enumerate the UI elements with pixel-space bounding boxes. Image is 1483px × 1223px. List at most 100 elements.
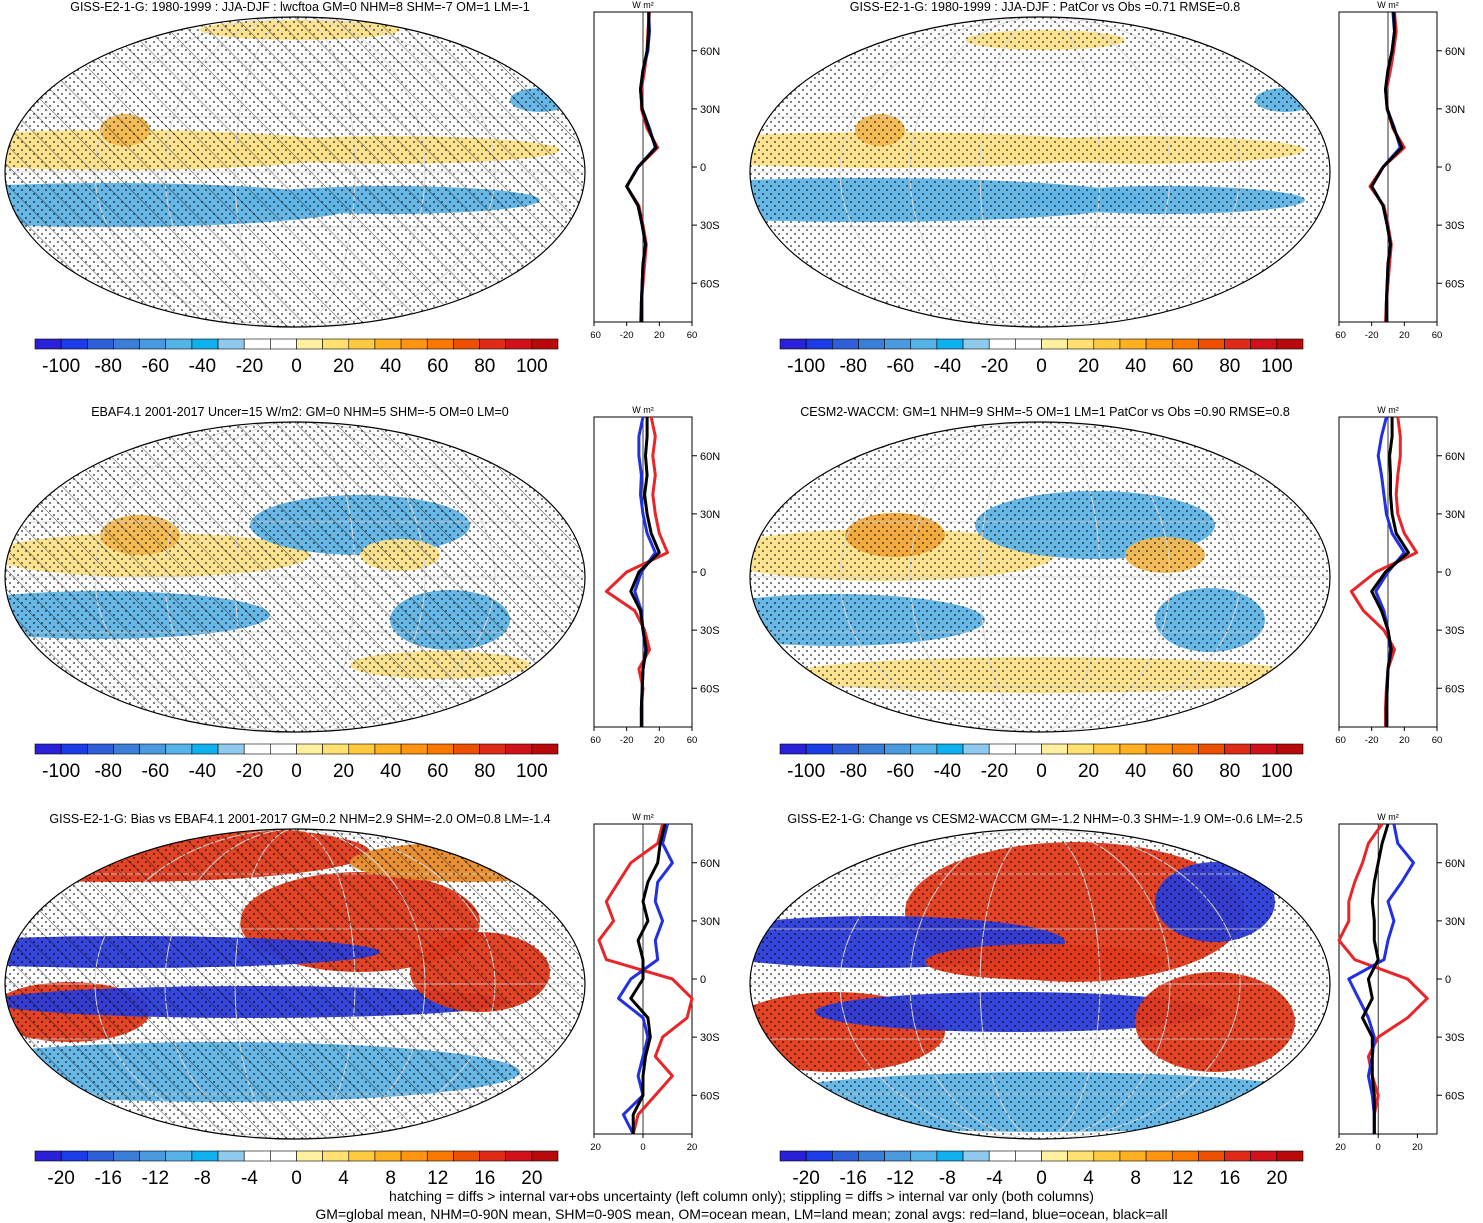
- x-tick-label: -60: [1335, 330, 1346, 341]
- panel-4: CESM2-WACCM: GM=1 NHM=9 SHM=-5 OM=1 LM=1…: [745, 405, 1483, 810]
- colorbar-tick-label: 60: [1172, 761, 1193, 782]
- lat-tick-label: 60N: [1445, 46, 1465, 58]
- lat-tick-label: 60S: [700, 683, 720, 695]
- colorbar-swatch: [87, 743, 114, 755]
- colorbar-tick-label: 40: [380, 356, 401, 377]
- colorbar-swatch: [1093, 338, 1121, 350]
- colorbar-tick-label: -16: [839, 1168, 866, 1189]
- colorbar-swatch: [243, 338, 271, 350]
- colorbar: -100 -80 -60 -40 -20 0 20 40 60 80 100: [779, 338, 1304, 377]
- colorbar-swatch: [322, 743, 350, 755]
- colorbar-swatch: [479, 1150, 506, 1162]
- colorbar-swatch: [270, 1150, 297, 1162]
- colorbar-swatch: [1041, 743, 1068, 755]
- colorbar-swatch: [453, 1150, 480, 1162]
- colorbar-swatch: [453, 338, 480, 350]
- map-plot: [749, 828, 1331, 1140]
- lat-tick-label: 30N: [700, 916, 720, 928]
- colorbar-tick-label: -8: [194, 1168, 211, 1189]
- lat-tick-label: 60S: [700, 278, 720, 290]
- map-plot: [4, 421, 586, 733]
- x-tick-label: 20: [1399, 330, 1410, 341]
- colorbar-tick-label: -20: [236, 761, 263, 782]
- x-tick-label: -20: [620, 330, 634, 341]
- x-tick-label: -20: [1365, 735, 1379, 746]
- x-tick-label: -20: [1335, 1142, 1346, 1153]
- footer-line-2: GM=global mean, NHM=0-90N mean, SHM=0-90…: [315, 1206, 1168, 1222]
- x-tick-label: 60: [687, 330, 698, 341]
- colorbar-swatch: [531, 338, 559, 350]
- colorbar-swatch: [1041, 338, 1068, 350]
- colorbar-swatch: [505, 338, 533, 350]
- colorbar-swatch: [832, 338, 859, 350]
- colorbar-tick-label: 0: [1036, 356, 1047, 377]
- profile-units: W m²: [632, 0, 654, 10]
- profile-series-ocean: [617, 823, 674, 1135]
- map-plot: [749, 421, 1331, 733]
- stippling-overlay: [750, 17, 1330, 327]
- map-outline: [4, 421, 586, 733]
- colorbar-swatch: [1119, 338, 1147, 350]
- x-tick-label: 0: [640, 1142, 645, 1153]
- colorbar-swatch: [217, 338, 245, 350]
- colorbar-tick-label: 20: [1266, 1168, 1287, 1189]
- colorbar-swatch: [805, 338, 833, 350]
- colorbar-swatch: [884, 338, 912, 350]
- colorbar: -20 -16 -12 -8 -4 0 4 8 12 16 20: [34, 1150, 559, 1189]
- colorbar-swatch: [1171, 338, 1199, 350]
- colorbar-swatch: [805, 743, 833, 755]
- profile-series-all: [629, 417, 661, 727]
- colorbar-swatch: [832, 743, 859, 755]
- colorbar-swatch: [910, 1150, 938, 1162]
- colorbar-swatch: [779, 743, 807, 755]
- colorbar-swatch: [374, 1150, 402, 1162]
- colorbar-swatch: [805, 1150, 833, 1162]
- colorbar-swatch: [910, 338, 938, 350]
- colorbar-swatch: [374, 743, 402, 755]
- x-tick-label: 20: [654, 735, 665, 746]
- colorbar-tick-label: 20: [1078, 356, 1099, 377]
- profile-series-all: [1370, 11, 1404, 322]
- colorbar-tick-label: 20: [333, 356, 354, 377]
- lat-tick-label: 60N: [700, 46, 720, 58]
- colorbar-swatch: [479, 743, 506, 755]
- colorbar-swatch: [165, 338, 193, 350]
- colorbar-swatch: [139, 1150, 167, 1162]
- map-title: GISS-E2-1-G: 1980-1999 : JJA-DJF : PatCo…: [849, 0, 1241, 14]
- colorbar-swatch: [1145, 1150, 1173, 1162]
- colorbar-tick-label: -12: [142, 1168, 169, 1189]
- profile-series-all: [629, 823, 667, 1134]
- hatching-overlay: [5, 829, 585, 1139]
- x-tick-label: -20: [590, 1142, 601, 1153]
- lat-tick-label: 30N: [700, 104, 720, 116]
- lat-tick-label: 0: [1445, 162, 1451, 174]
- colorbar-swatch: [858, 743, 885, 755]
- profile-units: W m²: [632, 812, 654, 822]
- colorbar-swatch: [1198, 1150, 1225, 1162]
- zonal-mean-profile: W m² 60N 30N 0 30S 60S -60 -20 20 60: [590, 0, 720, 341]
- colorbar-swatch: [1015, 338, 1042, 350]
- zonal-mean-profile: W m² 60N 30N 0 30S 60S -20 0 20: [1335, 812, 1465, 1153]
- x-tick-label: -60: [590, 330, 601, 341]
- lat-tick-label: 0: [700, 567, 706, 579]
- colorbar-swatch: [1067, 743, 1095, 755]
- colorbar-swatch: [884, 1150, 912, 1162]
- colorbar-tick-label: 0: [291, 356, 302, 377]
- colorbar-tick-label: -20: [47, 1168, 74, 1189]
- panel-2: GISS-E2-1-G: 1980-1999 : JJA-DJF : PatCo…: [745, 0, 1483, 405]
- colorbar-swatch: [1067, 338, 1095, 350]
- colorbar-swatch: [858, 338, 885, 350]
- colorbar-swatch: [988, 338, 1016, 350]
- colorbar-swatch: [936, 338, 964, 350]
- map-outline: [4, 828, 586, 1140]
- figure-footer: hatching = diffs > internal var+obs unce…: [0, 1187, 1483, 1223]
- map-outline: [749, 16, 1331, 328]
- colorbar-swatch: [962, 743, 990, 755]
- lat-tick-label: 30S: [1445, 625, 1465, 637]
- map-title: GISS-E2-1-G: Bias vs EBAF4.1 2001-2017 G…: [49, 812, 551, 826]
- colorbar-tick-label: 40: [1125, 761, 1146, 782]
- x-tick-label: 20: [687, 1142, 698, 1153]
- lat-tick-label: 60S: [1445, 683, 1465, 695]
- colorbar-tick-label: 16: [1219, 1168, 1240, 1189]
- colorbar-swatch: [322, 1150, 350, 1162]
